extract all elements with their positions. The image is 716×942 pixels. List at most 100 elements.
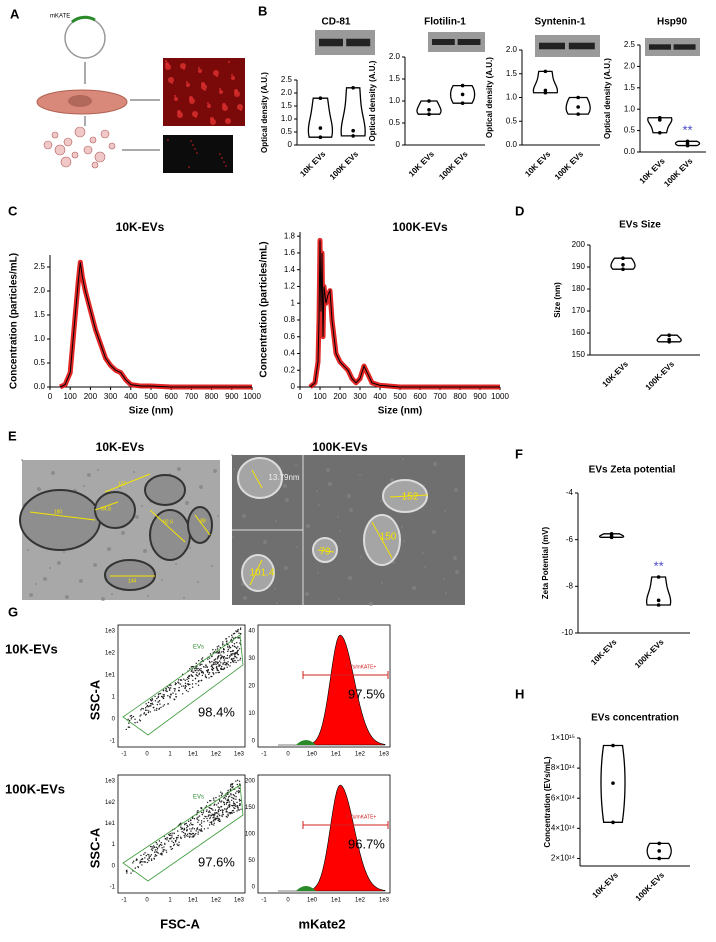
event-dot	[222, 663, 224, 665]
y-tick-label: 0.5	[506, 116, 518, 125]
violin	[340, 87, 366, 137]
gate-percent: 96.7%	[348, 836, 385, 851]
event-dot	[230, 811, 232, 814]
data-point	[656, 603, 661, 607]
data-point	[657, 841, 661, 846]
event-dot	[230, 638, 233, 641]
event-dot	[222, 812, 224, 814]
event-dot	[217, 811, 220, 813]
event-dot	[197, 831, 200, 833]
event-dot	[213, 659, 215, 661]
event-dot	[205, 805, 208, 807]
texture	[63, 551, 65, 553]
event-dot	[193, 828, 196, 830]
event-dot	[225, 638, 227, 640]
event-dot	[238, 632, 240, 634]
event-dot	[235, 647, 238, 649]
event-dot	[205, 676, 207, 679]
event-dot	[156, 843, 158, 845]
event-dot	[217, 671, 219, 674]
event-dot	[212, 797, 215, 799]
event-dot	[235, 780, 237, 782]
event-dot	[235, 796, 237, 798]
event-dot	[184, 684, 187, 687]
event-dot	[198, 673, 200, 676]
violin	[645, 576, 672, 606]
data-point	[658, 130, 662, 135]
event-dot	[177, 681, 179, 683]
event-dot	[236, 779, 239, 782]
event-dot	[216, 646, 219, 648]
event-dot	[211, 664, 213, 666]
event-dot	[165, 688, 168, 690]
event-dot	[126, 870, 128, 873]
event-dot	[162, 705, 164, 707]
y-axis-label: Zeta Potential (mV)	[541, 526, 550, 599]
event-dot	[140, 858, 143, 861]
fluorescence-spot	[225, 165, 227, 167]
y-tick-label: 1.0	[34, 334, 46, 343]
data-point	[611, 781, 615, 785]
event-dot	[230, 654, 232, 656]
event-dot	[207, 815, 209, 817]
event-dot	[163, 704, 166, 706]
texture	[275, 520, 277, 522]
event-dot	[205, 664, 207, 667]
event-dot	[162, 697, 165, 699]
vesicle	[51, 131, 59, 139]
event-dot	[218, 651, 220, 654]
fluorescence-spot	[165, 64, 171, 70]
event-dot	[237, 649, 239, 652]
event-dot	[147, 710, 150, 712]
event-dot	[216, 815, 218, 818]
event-dot	[208, 672, 211, 674]
x-axis-label: Size (nm)	[129, 406, 173, 417]
event-dot	[225, 810, 228, 812]
fluorescence-spot	[188, 166, 190, 168]
y-tick-label: 2.5	[281, 75, 293, 84]
event-dot	[158, 840, 161, 842]
fluorescence-spot	[204, 89, 206, 91]
event-dot	[237, 807, 239, 809]
event-dot	[215, 812, 217, 814]
event-dot	[155, 709, 158, 711]
event-dot	[156, 847, 159, 850]
texture	[27, 549, 29, 551]
blot-band	[319, 38, 343, 47]
event-dot	[225, 657, 227, 659]
event-dot	[227, 801, 229, 804]
violin	[532, 70, 559, 94]
texture	[43, 577, 47, 581]
event-dot	[234, 659, 236, 662]
y-tick-label: 1e3	[105, 629, 116, 635]
fluorescence-spot	[201, 84, 207, 90]
event-dot	[236, 810, 238, 812]
fluorescence-spot	[237, 104, 243, 110]
event-dot	[147, 853, 149, 856]
event-dot	[223, 802, 225, 804]
vesicle	[43, 140, 53, 150]
event-dot	[215, 660, 217, 663]
event-dot	[141, 707, 143, 710]
x-tick-label: 100	[64, 392, 78, 401]
event-dot	[189, 835, 191, 837]
data-point	[667, 337, 671, 342]
event-dot	[238, 787, 240, 789]
event-dot	[189, 819, 192, 821]
blot-band	[539, 42, 565, 50]
micrograph-title: 100K-EVs	[312, 440, 368, 454]
y-tick-label: 1e2	[105, 651, 116, 657]
x-tick-label: 1e0	[307, 752, 318, 758]
fluorescence-spot	[216, 75, 218, 77]
texture	[296, 546, 298, 548]
event-dot	[171, 847, 174, 850]
event-dot	[183, 828, 186, 831]
texture	[177, 467, 181, 471]
x-tick-label: 1e2	[211, 752, 222, 758]
texture	[231, 454, 233, 456]
texture	[337, 516, 339, 518]
event-dot	[159, 692, 162, 695]
x-tick-label: 1e2	[211, 898, 222, 904]
event-dot	[226, 799, 228, 802]
x-tick-label: 0	[298, 392, 303, 401]
